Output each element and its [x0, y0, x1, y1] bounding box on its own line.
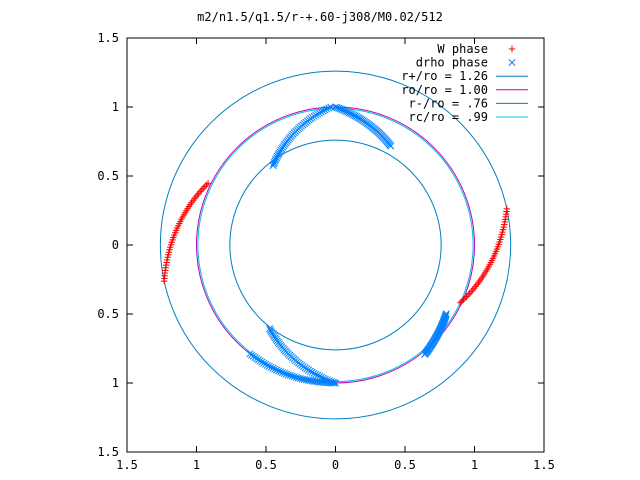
cross-marker: [298, 375, 306, 383]
x-tick-label: 0.5: [394, 458, 416, 472]
x-tick-label: 1: [193, 458, 200, 472]
y-tick-label: 1.5: [97, 445, 119, 459]
y-tick-label: 0.5: [97, 307, 119, 321]
cross-marker: [308, 368, 316, 376]
cross-marker: [314, 371, 322, 379]
cross-marker: [335, 104, 343, 112]
chart-title: m2/n1.5/q1.5/r-+.60-j308/M0.02/512: [197, 10, 443, 24]
cross-marker: [267, 363, 275, 371]
cross-marker: [338, 105, 346, 113]
x-tick-label: 0: [332, 458, 339, 472]
legend-label: rc/ro = .99: [409, 110, 488, 124]
cross-marker: [263, 361, 271, 369]
cross-marker: [508, 59, 516, 67]
cross-marker: [266, 325, 274, 333]
cross-marker: [302, 376, 310, 384]
cross-marker: [310, 369, 318, 377]
y-tick-label: 0: [112, 238, 119, 252]
cross-marker: [344, 108, 352, 116]
cross-marker: [317, 108, 325, 116]
cross-marker: [294, 374, 302, 382]
cross-marker: [319, 107, 327, 115]
cross-marker: [273, 366, 281, 374]
cross-marker: [342, 107, 350, 115]
cross-marker: [313, 378, 321, 386]
legend-label: drho phase: [416, 56, 488, 70]
cross-marker: [339, 106, 347, 114]
cross-marker: [387, 142, 395, 150]
cross-marker: [282, 370, 290, 378]
cross-marker: [345, 109, 353, 117]
x-tick-label: 1: [471, 458, 478, 472]
cross-marker: [321, 106, 329, 114]
cross-marker: [315, 109, 323, 117]
x-tick-label: 0.5: [255, 458, 277, 472]
legend-label: W phase: [437, 42, 488, 56]
series-drho-phase: [246, 103, 450, 387]
circle-rc-ro-99: [197, 107, 474, 383]
y-tick-label: 1: [112, 100, 119, 114]
x-tick-label: 1.5: [533, 458, 555, 472]
y-tick-label: 0.5: [97, 169, 119, 183]
cross-marker: [341, 107, 349, 115]
legend-label: ro/ro = 1.00: [401, 83, 488, 97]
legend-label: r+/ro = 1.26: [401, 69, 488, 83]
circle-r-ro-1-26: [159, 70, 512, 420]
cross-marker: [284, 371, 292, 379]
y-tick-label: 1: [112, 376, 119, 390]
series-w-phase: [160, 180, 511, 306]
x-tick-label: 1.5: [116, 458, 138, 472]
legend-label: r-/ro = .76: [409, 96, 488, 110]
cross-marker: [290, 373, 298, 381]
cross-marker: [266, 326, 274, 334]
cross-marker: [312, 370, 320, 378]
cross-marker: [296, 374, 304, 383]
cross-marker: [276, 368, 285, 376]
cross-marker: [292, 373, 300, 381]
cross-marker: [325, 104, 333, 112]
cross-marker: [421, 350, 429, 358]
cross-marker: [311, 377, 319, 385]
cross-marker: [323, 105, 331, 113]
circle-r-ro-76: [229, 139, 442, 351]
y-tick-label: 1.5: [97, 31, 119, 45]
cross-marker: [331, 103, 340, 111]
cross-marker: [336, 105, 344, 113]
cross-marker: [278, 368, 286, 377]
cross-marker: [306, 377, 315, 385]
cross-marker: [288, 372, 296, 380]
cross-marker: [309, 377, 317, 385]
cross-marker: [333, 104, 341, 112]
cross-marker: [280, 369, 288, 377]
cross-marker: [269, 364, 277, 372]
cross-marker: [265, 362, 273, 370]
cross-marker: [246, 350, 254, 358]
cross-marker: [300, 375, 308, 384]
cross-marker: [261, 360, 270, 368]
cross-marker: [275, 367, 283, 375]
cross-marker: [286, 371, 294, 380]
cross-marker: [271, 365, 279, 373]
cross-marker: [304, 376, 312, 384]
